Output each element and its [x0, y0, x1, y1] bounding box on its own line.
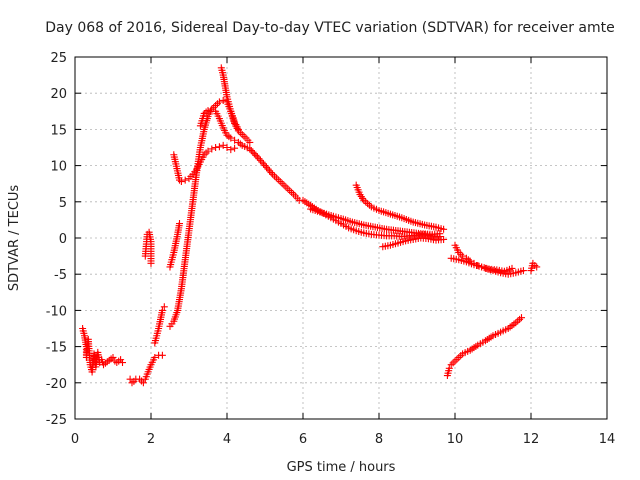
data-point [278, 179, 286, 187]
data-point [272, 174, 280, 182]
data-point [212, 144, 220, 151]
data-point [258, 158, 266, 166]
data-point [459, 252, 467, 260]
y-tick-label: 25 [50, 51, 67, 66]
y-tick-label: 5 [59, 196, 67, 211]
y-tick-label: -10 [46, 304, 67, 319]
data-point [269, 170, 277, 178]
x-tick-label: 12 [523, 432, 540, 447]
grid [75, 57, 607, 419]
data-point [440, 225, 448, 233]
data-point [181, 176, 189, 184]
data-point [208, 105, 216, 113]
data-point [223, 144, 231, 151]
x-tick-label: 14 [599, 432, 616, 447]
data-point [119, 359, 126, 367]
data-point [139, 379, 147, 387]
data-point [204, 107, 212, 115]
data-point [518, 314, 525, 322]
data-point [227, 146, 235, 154]
data-point [436, 230, 444, 238]
y-tick-label: -5 [54, 268, 67, 283]
data-point [253, 153, 261, 161]
data-point [252, 151, 260, 159]
data-point [247, 147, 255, 155]
data-point [208, 145, 216, 153]
data-point [533, 263, 541, 271]
data-point [250, 150, 258, 158]
axis-ticks: 0 2 4 6 8 10 12 14 -25 -20 -15 -10 -5 0 5 10 15 20 25 [46, 51, 616, 447]
y-tick-label: 10 [50, 160, 67, 175]
data-point [177, 178, 185, 186]
y-tick-label: -20 [46, 377, 67, 392]
x-tick-label: 2 [147, 432, 155, 447]
data-point [266, 167, 274, 175]
data-point [259, 160, 267, 168]
chart-title: Day 068 of 2016, Sidereal Day-to-day VTE… [45, 20, 615, 36]
data-point [271, 172, 278, 180]
data-point [451, 357, 459, 365]
data-point [267, 169, 275, 177]
data-point [263, 163, 271, 171]
data-point [449, 359, 457, 367]
y-tick-label: 20 [50, 87, 67, 102]
data-point [255, 155, 263, 163]
x-tick-label: 8 [375, 432, 383, 447]
x-tick-label: 10 [447, 432, 464, 447]
data-point [219, 141, 227, 149]
data-point [151, 353, 159, 361]
data-point [261, 162, 269, 170]
data-point [453, 355, 461, 363]
data-point [282, 183, 290, 191]
data-point [249, 148, 257, 156]
data-point [256, 156, 264, 164]
data-point [231, 136, 239, 144]
data-point [158, 351, 166, 359]
data-point [176, 220, 183, 228]
data-point [290, 190, 297, 198]
data-point [246, 138, 254, 146]
y-tick-label: -25 [46, 413, 67, 428]
data-point [364, 200, 372, 208]
x-axis-label: GPS time / hours [287, 460, 396, 475]
data-point [160, 303, 168, 311]
x-tick-label: 6 [299, 432, 307, 447]
data-point [280, 181, 288, 189]
data-point [204, 147, 212, 155]
data-point [288, 188, 296, 196]
data-point [440, 235, 448, 243]
data-point [109, 353, 117, 361]
y-axis-label: SDTVAR / TECUs [7, 185, 22, 292]
data-point [231, 144, 239, 152]
y-tick-label: -15 [46, 341, 67, 356]
data-point [219, 96, 227, 104]
x-tick-label: 4 [223, 432, 231, 447]
y-tick-label: 15 [50, 123, 67, 138]
data-point [508, 264, 516, 272]
data-point [246, 145, 254, 153]
y-tick-label: 0 [59, 232, 67, 247]
x-tick-label: 0 [71, 432, 79, 447]
data-point [519, 267, 527, 275]
data-point [147, 259, 155, 267]
data-points [79, 64, 541, 387]
data-point [264, 165, 272, 173]
data-point [227, 134, 235, 142]
data-point [445, 364, 453, 372]
data-point [158, 306, 166, 314]
data-point [215, 98, 223, 106]
data-point [215, 143, 223, 151]
